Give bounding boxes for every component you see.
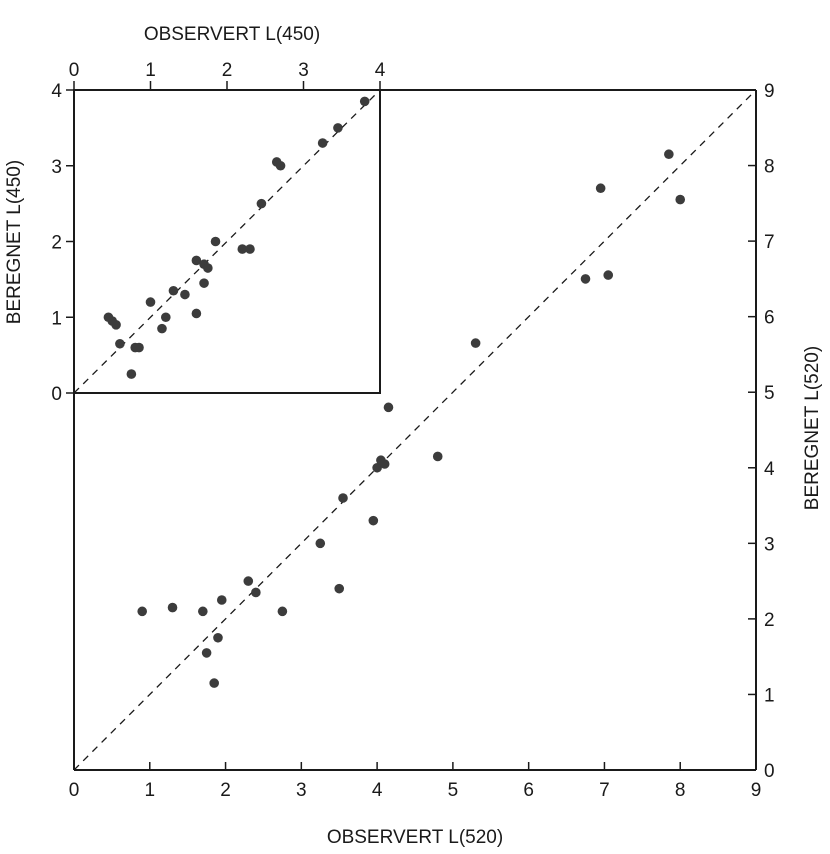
inset-data-point xyxy=(145,297,156,307)
main-y-tick-label: 2 xyxy=(764,610,775,631)
main-data-point xyxy=(251,587,261,598)
main-data-point xyxy=(334,583,345,594)
main-data-point xyxy=(432,451,443,462)
main-data-point xyxy=(213,632,223,643)
inset-y-tick-label: 4 xyxy=(51,81,62,102)
main-data-point xyxy=(372,462,382,473)
inset-data-point xyxy=(168,285,179,296)
inset-data-point xyxy=(191,308,202,319)
main-reference-line xyxy=(73,89,757,771)
main-data-point xyxy=(383,402,394,413)
main-x-tick-label: 2 xyxy=(220,780,231,801)
inset-data-point xyxy=(333,123,343,133)
main-y-tick-label: 0 xyxy=(764,761,775,782)
main-x-tick-label: 3 xyxy=(296,780,307,801)
main-data-point xyxy=(209,678,219,688)
main-data-point xyxy=(675,194,686,205)
main-data-point xyxy=(277,606,288,617)
inset-y-tick-label: 0 xyxy=(51,384,62,405)
inset-data-point xyxy=(180,289,190,300)
main-x-tick-label: 5 xyxy=(448,780,459,801)
main-data-point xyxy=(315,538,326,549)
main-y-tick-label: 3 xyxy=(764,534,775,555)
inset-x-tick-label: 1 xyxy=(145,60,156,81)
main-data-point xyxy=(198,606,208,617)
main-x-tick-label: 8 xyxy=(675,780,686,801)
main-x-tick-label: 1 xyxy=(144,780,155,801)
main-data-point xyxy=(379,459,390,469)
inset-x-axis-title: OBSERVERT L(450) xyxy=(144,24,320,45)
inset-reference-line xyxy=(73,89,381,394)
main-data-point xyxy=(137,606,147,617)
inset-y-tick-label: 1 xyxy=(51,308,62,329)
main-y-tick-label: 4 xyxy=(764,459,775,480)
main-data-point xyxy=(595,183,606,194)
inset-y-tick-label: 3 xyxy=(51,157,62,178)
main-y-tick-label: 1 xyxy=(764,685,775,706)
main-data-point xyxy=(243,576,254,586)
main-data-point xyxy=(368,515,379,526)
inset-data-point xyxy=(256,198,267,209)
inset-data-point xyxy=(203,263,213,273)
inset-x-tick-label: 3 xyxy=(298,60,309,81)
main-x-axis-title: OBSERVERT L(520) xyxy=(327,827,503,848)
main-x-tick-label: 6 xyxy=(523,780,534,801)
inset-data-point xyxy=(317,138,328,148)
main-y-axis-title: BEREGNET L(520) xyxy=(802,346,823,510)
main-data-point xyxy=(580,274,591,284)
inset-data-point xyxy=(275,160,286,171)
inset-data-point xyxy=(126,369,137,379)
main-y-tick-label: 7 xyxy=(764,232,775,253)
inset-y-axis-title: BEREGNET L(450) xyxy=(4,160,25,324)
inset-x-tick-label: 4 xyxy=(375,60,386,81)
inset-data-point xyxy=(134,342,144,353)
inset-x-tick-label: 0 xyxy=(69,60,80,81)
inset-data-point xyxy=(111,320,121,330)
main-x-tick-label: 9 xyxy=(751,780,762,801)
main-data-point xyxy=(201,648,212,658)
inset-data-point xyxy=(245,244,255,254)
main-y-tick-label: 9 xyxy=(764,81,775,102)
inset-data-point xyxy=(161,312,171,323)
inset-data-point xyxy=(115,338,125,349)
main-data-point xyxy=(338,493,348,503)
main-x-tick-label: 0 xyxy=(69,780,80,801)
main-y-tick-label: 6 xyxy=(764,308,775,329)
inset-y-tick-label: 2 xyxy=(51,233,62,254)
inset-data-point xyxy=(191,255,202,266)
main-y-tick-label: 5 xyxy=(764,383,775,404)
main-data-point xyxy=(470,338,481,348)
main-x-tick-label: 7 xyxy=(599,780,610,801)
main-data-point xyxy=(216,595,227,605)
inset-data-point xyxy=(199,278,209,288)
inset-data-point xyxy=(157,323,167,334)
inset-data-point xyxy=(237,244,248,254)
main-data-point xyxy=(664,149,674,160)
main-data-point xyxy=(167,602,178,613)
main-y-tick-label: 8 xyxy=(764,157,775,178)
inset-data-point xyxy=(210,236,221,247)
main-data-point xyxy=(603,270,614,280)
inset-data-point xyxy=(359,96,370,107)
inset-x-tick-label: 2 xyxy=(222,60,233,81)
main-x-tick-label: 4 xyxy=(372,780,383,801)
